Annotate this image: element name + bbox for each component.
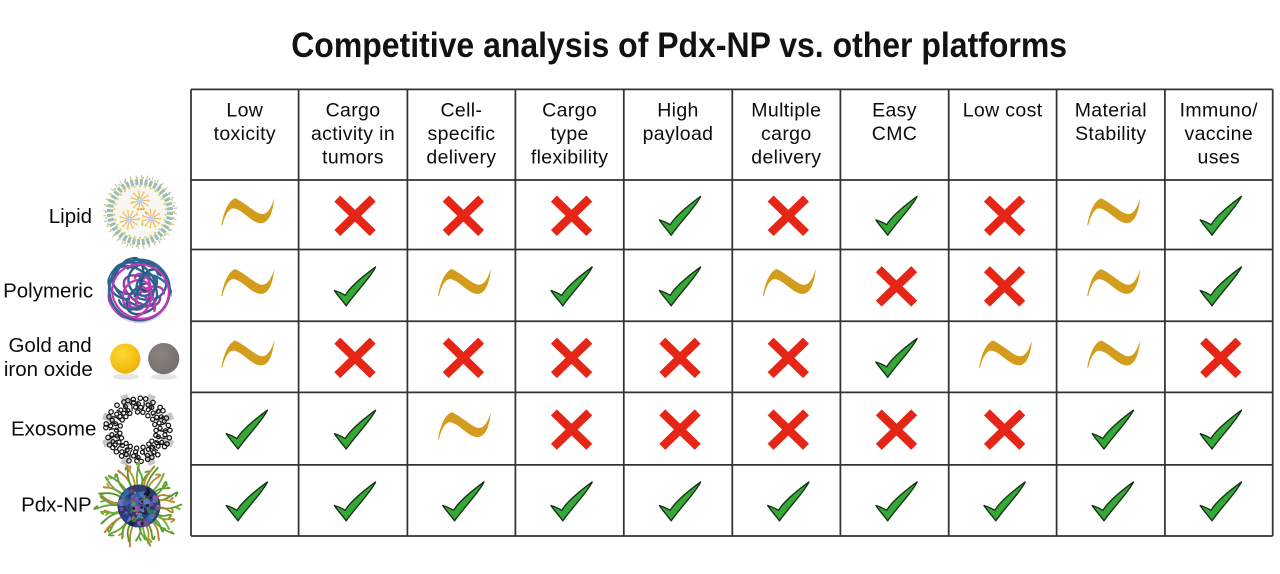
svg-text:Lipid: Lipid bbox=[49, 205, 92, 228]
svg-text:Material: Material bbox=[1075, 100, 1147, 122]
svg-text:type: type bbox=[550, 123, 588, 145]
svg-text:Competitive analysis of Pdx-NP: Competitive analysis of Pdx-NP vs. other… bbox=[291, 27, 1067, 66]
svg-text:uses: uses bbox=[1198, 146, 1241, 168]
svg-text:vaccine: vaccine bbox=[1185, 123, 1254, 145]
svg-text:Low: Low bbox=[226, 100, 263, 122]
svg-text:Immuno/: Immuno/ bbox=[1180, 100, 1259, 122]
svg-text:Pdx-NP: Pdx-NP bbox=[21, 494, 92, 517]
svg-text:Stability: Stability bbox=[1075, 123, 1146, 145]
svg-text:payload: payload bbox=[643, 123, 714, 145]
svg-text:toxicity: toxicity bbox=[214, 123, 276, 145]
svg-text:activity in: activity in bbox=[311, 123, 395, 145]
svg-text:cargo: cargo bbox=[761, 123, 812, 145]
svg-text:iron oxide: iron oxide bbox=[4, 358, 93, 381]
svg-text:tumors: tumors bbox=[322, 146, 384, 168]
svg-text:delivery: delivery bbox=[751, 146, 821, 168]
svg-text:specific: specific bbox=[427, 123, 495, 145]
svg-text:High: High bbox=[657, 100, 699, 122]
svg-text:Gold and: Gold and bbox=[8, 334, 91, 357]
svg-text:flexibility: flexibility bbox=[531, 146, 609, 168]
svg-text:CMC: CMC bbox=[872, 123, 917, 145]
svg-text:Exosome: Exosome bbox=[11, 417, 96, 440]
svg-text:Cargo: Cargo bbox=[542, 100, 597, 122]
svg-text:Low cost: Low cost bbox=[963, 100, 1043, 122]
svg-text:Polymeric: Polymeric bbox=[3, 279, 93, 302]
svg-text:Multiple: Multiple bbox=[751, 100, 821, 122]
svg-text:Cargo: Cargo bbox=[326, 100, 381, 122]
svg-text:delivery: delivery bbox=[426, 146, 496, 168]
svg-text:Easy: Easy bbox=[872, 100, 917, 122]
svg-text:Cell-: Cell- bbox=[440, 100, 482, 122]
